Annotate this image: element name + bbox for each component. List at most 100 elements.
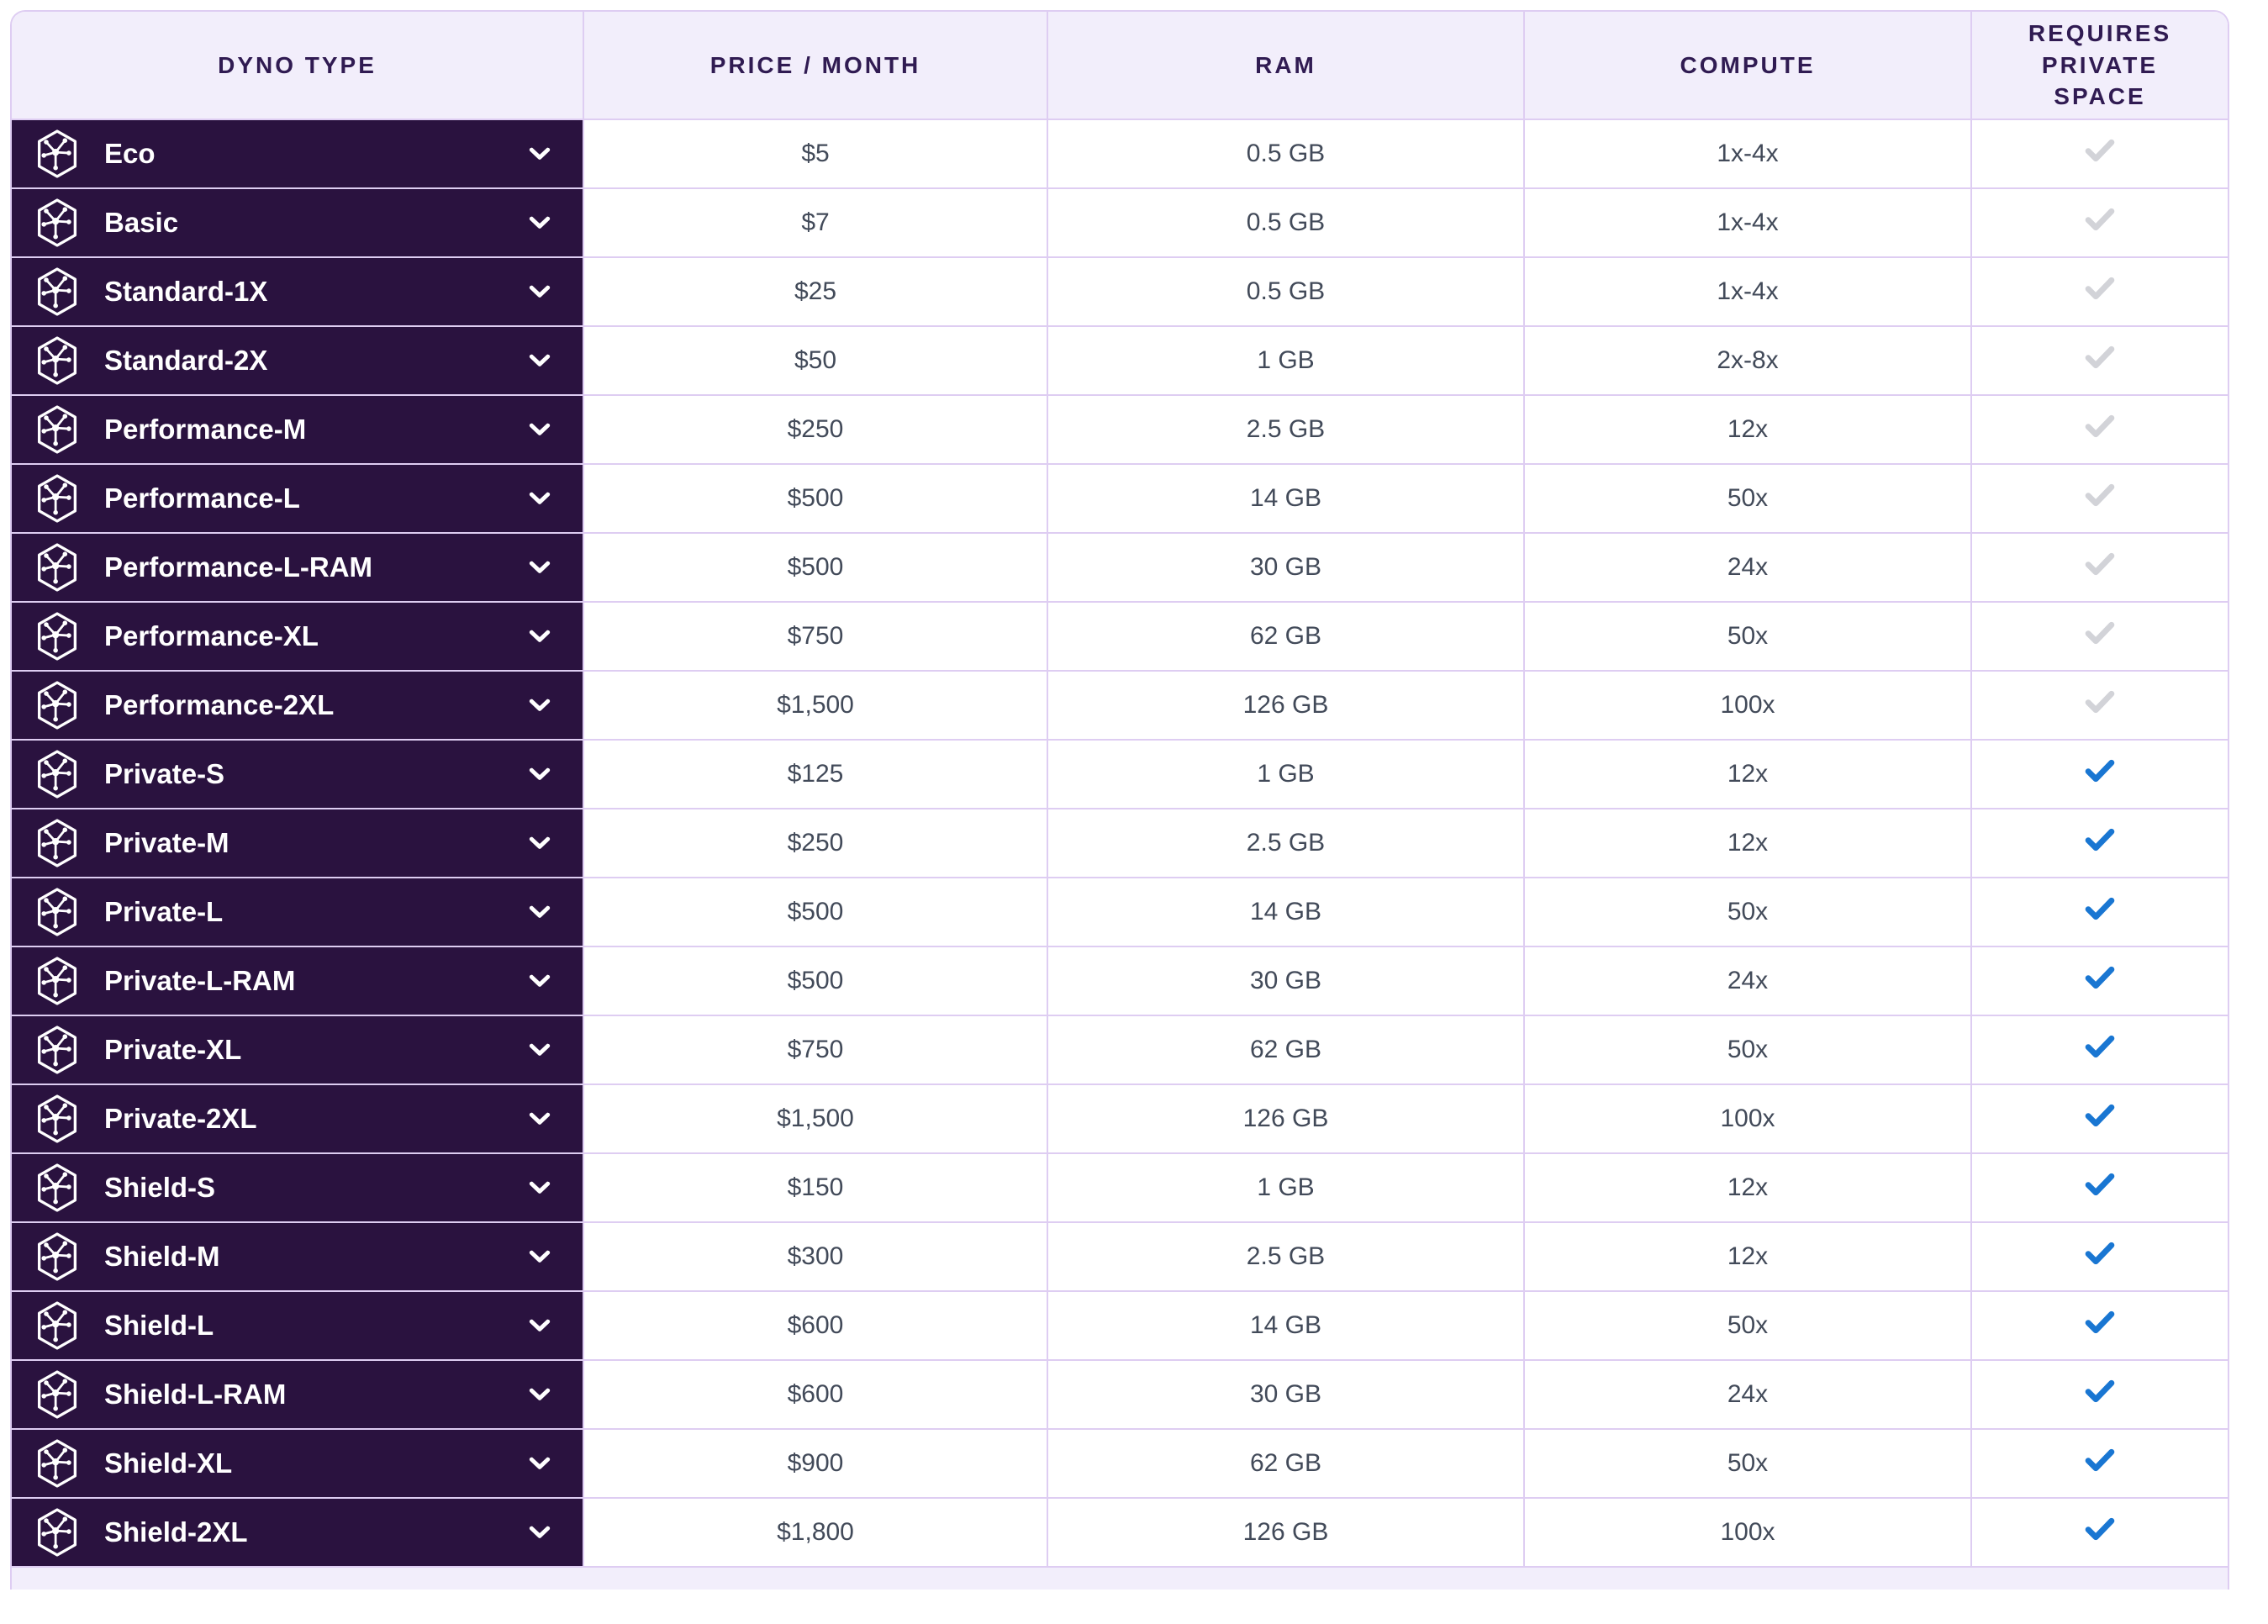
checkmark-icon xyxy=(2085,621,2115,651)
chevron-down-icon xyxy=(529,147,551,161)
dyno-type-cell[interactable]: Basic xyxy=(12,189,584,258)
dyno-name-label: Standard-1X xyxy=(104,276,268,307)
ram-cell: 1 GB xyxy=(1048,327,1525,396)
hexagon-network-icon xyxy=(35,335,79,386)
table-row: Performance-2XL $1,500 126 GB 100x xyxy=(12,672,2228,741)
private-space-cell xyxy=(1972,120,2228,189)
dyno-type-cell[interactable]: Shield-S xyxy=(12,1154,584,1223)
private-space-cell xyxy=(1972,534,2228,603)
dyno-type-cell[interactable]: Performance-M xyxy=(12,396,584,465)
dyno-type-cell[interactable]: Performance-L xyxy=(12,465,584,534)
hexagon-network-icon xyxy=(35,1025,79,1075)
compute-cell: 12x xyxy=(1525,396,1972,465)
checkmark-icon xyxy=(2085,1379,2115,1410)
hexagon-network-icon xyxy=(35,473,79,524)
checkmark-icon xyxy=(2085,1448,2115,1479)
chevron-down-icon xyxy=(529,216,551,229)
price-cell: $50 xyxy=(584,327,1048,396)
dyno-type-cell[interactable]: Standard-1X xyxy=(12,258,584,327)
checkmark-icon xyxy=(2085,1104,2115,1134)
dyno-type-cell[interactable]: Shield-M xyxy=(12,1223,584,1292)
compute-cell: 50x xyxy=(1525,1016,1972,1085)
dyno-type-cell[interactable]: Shield-XL xyxy=(12,1430,584,1499)
hexagon-network-icon xyxy=(35,956,79,1006)
price-cell: $500 xyxy=(584,534,1048,603)
hexagon-network-icon xyxy=(35,1163,79,1213)
dyno-name-label: Private-S xyxy=(104,758,225,789)
price-cell: $900 xyxy=(584,1430,1048,1499)
dyno-name-label: Private-XL xyxy=(104,1034,242,1065)
chevron-down-icon xyxy=(529,836,551,850)
hexagon-network-icon xyxy=(35,887,79,937)
price-cell: $600 xyxy=(584,1292,1048,1361)
dyno-type-cell[interactable]: Performance-XL xyxy=(12,603,584,672)
checkmark-icon xyxy=(2085,277,2115,307)
private-space-cell xyxy=(1972,809,2228,878)
ram-cell: 62 GB xyxy=(1048,1016,1525,1085)
compute-cell: 12x xyxy=(1525,809,1972,878)
table-row: Private-S $125 1 GB 12x xyxy=(12,741,2228,809)
table-row: Performance-L-RAM $500 30 GB 24x xyxy=(12,534,2228,603)
table-row: Shield-L $600 14 GB 50x xyxy=(12,1292,2228,1361)
dyno-type-cell[interactable]: Performance-2XL xyxy=(12,672,584,741)
checkmark-icon xyxy=(2085,1310,2115,1341)
ram-cell: 0.5 GB xyxy=(1048,189,1525,258)
hexagon-network-icon xyxy=(35,1094,79,1144)
compute-cell: 50x xyxy=(1525,465,1972,534)
compute-cell: 100x xyxy=(1525,1085,1972,1154)
dyno-type-cell[interactable]: Private-XL xyxy=(12,1016,584,1085)
ram-cell: 2.5 GB xyxy=(1048,809,1525,878)
table-footer xyxy=(12,1568,2228,1590)
checkmark-icon xyxy=(2085,208,2115,238)
ram-cell: 30 GB xyxy=(1048,1361,1525,1430)
table-row: Shield-XL $900 62 GB 50x xyxy=(12,1430,2228,1499)
chevron-down-icon xyxy=(529,699,551,712)
private-space-cell xyxy=(1972,396,2228,465)
dyno-type-cell[interactable]: Private-L xyxy=(12,878,584,947)
chevron-down-icon xyxy=(529,285,551,298)
dyno-name-label: Private-L xyxy=(104,896,224,927)
hexagon-network-icon xyxy=(35,1507,79,1558)
dyno-name-label: Shield-S xyxy=(104,1172,216,1203)
dyno-name-label: Private-L-RAM xyxy=(104,965,296,996)
price-cell: $750 xyxy=(584,603,1048,672)
dyno-type-cell[interactable]: Shield-L-RAM xyxy=(12,1361,584,1430)
dyno-name-label: Eco xyxy=(104,138,156,169)
chevron-down-icon xyxy=(529,630,551,643)
chevron-down-icon xyxy=(529,1043,551,1057)
ram-cell: 0.5 GB xyxy=(1048,120,1525,189)
chevron-down-icon xyxy=(529,1112,551,1126)
chevron-down-icon xyxy=(529,905,551,919)
ram-cell: 1 GB xyxy=(1048,1154,1525,1223)
private-space-cell xyxy=(1972,327,2228,396)
price-cell: $150 xyxy=(584,1154,1048,1223)
dyno-name-label: Performance-M xyxy=(104,414,307,445)
chevron-down-icon xyxy=(529,1457,551,1470)
table-row: Shield-S $150 1 GB 12x xyxy=(12,1154,2228,1223)
chevron-down-icon xyxy=(529,1250,551,1263)
ram-cell: 62 GB xyxy=(1048,603,1525,672)
dyno-type-cell[interactable]: Performance-L-RAM xyxy=(12,534,584,603)
column-header-price-month: PRICE / MONTH xyxy=(584,12,1048,120)
table-row: Performance-L $500 14 GB 50x xyxy=(12,465,2228,534)
price-cell: $500 xyxy=(584,878,1048,947)
private-space-cell xyxy=(1972,1085,2228,1154)
dyno-type-cell[interactable]: Private-S xyxy=(12,741,584,809)
dyno-type-cell[interactable]: Private-M xyxy=(12,809,584,878)
dyno-type-cell[interactable]: Eco xyxy=(12,120,584,189)
ram-cell: 14 GB xyxy=(1048,1292,1525,1361)
ram-cell: 14 GB xyxy=(1048,465,1525,534)
compute-cell: 24x xyxy=(1525,947,1972,1016)
chevron-down-icon xyxy=(529,974,551,988)
dyno-type-cell[interactable]: Shield-2XL xyxy=(12,1499,584,1568)
dyno-name-label: Shield-2XL xyxy=(104,1516,248,1548)
compute-cell: 1x-4x xyxy=(1525,258,1972,327)
private-space-cell xyxy=(1972,1430,2228,1499)
dyno-type-cell[interactable]: Private-L-RAM xyxy=(12,947,584,1016)
dyno-type-cell[interactable]: Private-2XL xyxy=(12,1085,584,1154)
dyno-name-label: Shield-M xyxy=(104,1241,220,1272)
price-cell: $250 xyxy=(584,809,1048,878)
dyno-type-cell[interactable]: Standard-2X xyxy=(12,327,584,396)
price-cell: $25 xyxy=(584,258,1048,327)
dyno-type-cell[interactable]: Shield-L xyxy=(12,1292,584,1361)
